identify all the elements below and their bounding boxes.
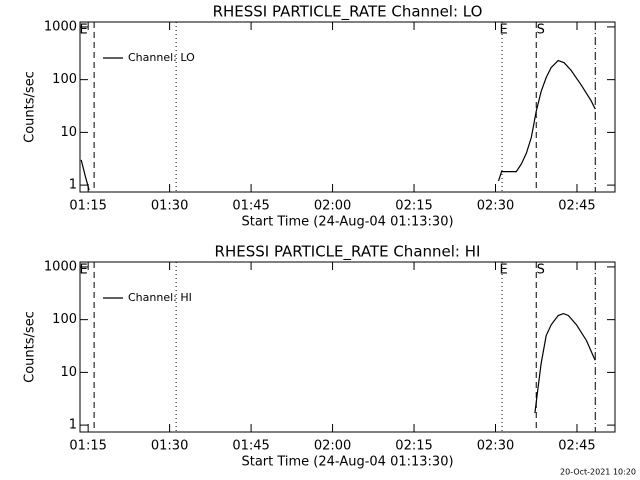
event-marker: E — [500, 263, 508, 278]
x-tick-label: 02:30 — [477, 439, 514, 454]
y-tick-label: 10 — [60, 365, 77, 380]
y-tick-label: 1 — [69, 178, 77, 193]
x-tick-label: 01:15 — [69, 199, 106, 214]
x-tick-label: 02:15 — [395, 439, 432, 454]
x-tick-label: 01:30 — [151, 439, 188, 454]
chart-title: RHESSI PARTICLE_RATE Channel: HI — [215, 243, 481, 262]
y-tick-label: 10 — [60, 125, 77, 140]
legend-label: Channel: HI — [128, 291, 192, 304]
y-tick-label: 1 — [69, 418, 77, 433]
x-axis-label: Start Time (24-Aug-04 01:13:30) — [241, 455, 453, 470]
legend-label: Channel: LO — [128, 51, 195, 64]
event-marker: E — [80, 23, 88, 38]
y-axis-label: Counts/sec — [23, 71, 38, 143]
x-tick-label: 02:45 — [558, 199, 595, 214]
x-tick-label: 02:15 — [395, 199, 432, 214]
event-marker: S — [537, 263, 545, 278]
chart-title: RHESSI PARTICLE_RATE Channel: LO — [213, 3, 483, 22]
data-line — [80, 59, 596, 191]
y-tick-label: 1000 — [44, 19, 77, 34]
x-tick-label: 01:15 — [69, 439, 106, 454]
y-tick-label: 100 — [52, 312, 77, 327]
timestamp: 20-Oct-2021 10:20 — [560, 468, 636, 477]
x-tick-label: 02:00 — [314, 439, 351, 454]
event-marker: S — [537, 23, 545, 38]
x-tick-label: 01:45 — [232, 439, 269, 454]
x-axis-label: Start Time (24-Aug-04 01:13:30) — [241, 215, 453, 230]
plot-frame — [79, 21, 616, 193]
x-tick-label: 02:00 — [314, 199, 351, 214]
y-axis-label: Counts/sec — [23, 311, 38, 383]
x-tick-label: 01:30 — [151, 199, 188, 214]
event-marker: E — [80, 263, 88, 278]
x-tick-label: 02:45 — [558, 439, 595, 454]
x-tick-label: 02:30 — [477, 199, 514, 214]
y-tick-label: 1000 — [44, 259, 77, 274]
data-line — [534, 312, 596, 414]
event-marker: E — [500, 23, 508, 38]
y-tick-label: 100 — [52, 72, 77, 87]
x-tick-label: 01:45 — [232, 199, 269, 214]
plot-frame — [79, 261, 616, 433]
